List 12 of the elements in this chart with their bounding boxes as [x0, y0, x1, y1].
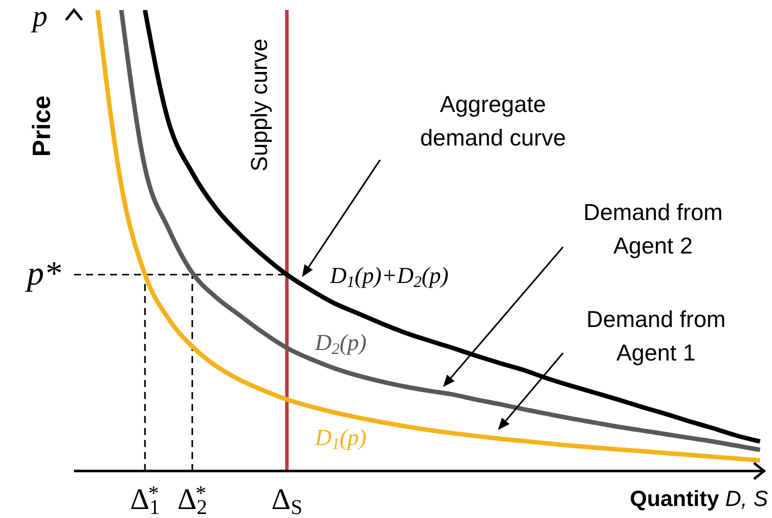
ref-line-label: Supply curve: [246, 38, 272, 172]
legend-label: D$_{1}$(p)+D$_{2}$(p): [329, 263, 448, 291]
annotation: Demand from Agent 2: [583, 199, 723, 258]
y-axis-title: Price: [28, 95, 56, 157]
x-tick-label: Δ$_{S}$: [271, 483, 302, 518]
series-label: D$_{1}$(p): [314, 425, 366, 453]
text: p: [30, 0, 48, 33]
annotation: Demand from Agent 1: [586, 306, 726, 366]
annotation: Aggregate demand curve: [420, 91, 566, 150]
series-label: D$_{2}$(p): [314, 330, 366, 358]
ref-line-label: p*: [25, 256, 61, 293]
x-axis-title: Quantity D, S: [630, 486, 768, 511]
